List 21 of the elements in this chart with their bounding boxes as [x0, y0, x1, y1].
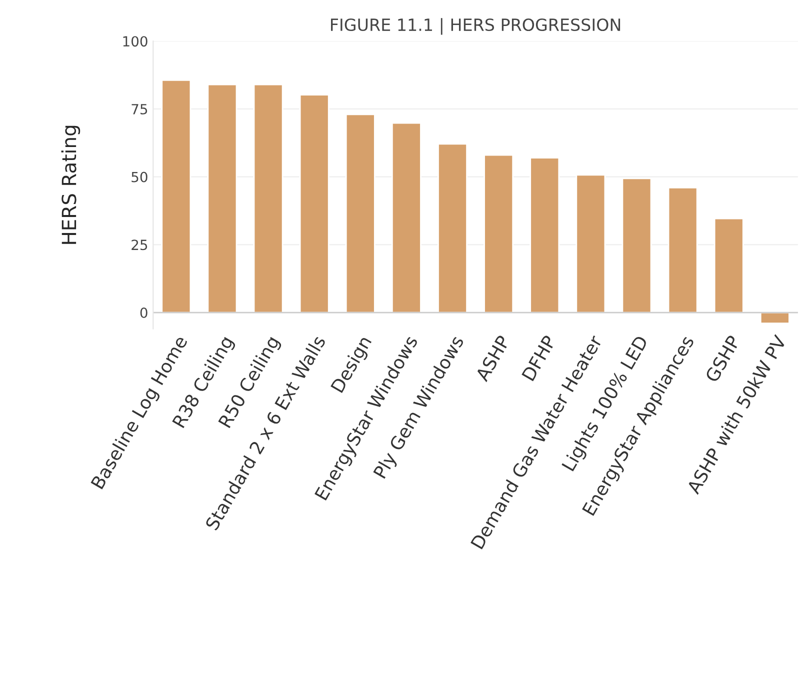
- bar: [668, 186, 698, 314]
- bar: [253, 84, 284, 314]
- y-tick-label: 100: [123, 36, 148, 47]
- y-axis-title: HERS Rating: [61, 126, 80, 244]
- bar: [161, 79, 192, 314]
- bar: [299, 94, 330, 314]
- bar: [207, 84, 238, 314]
- y-tick-label: 0: [140, 307, 148, 318]
- y-tick-label: 50: [132, 172, 148, 182]
- bar: [622, 178, 652, 314]
- y-tick-label: 75: [132, 104, 148, 114]
- bar: [391, 122, 422, 314]
- bar: [345, 114, 376, 314]
- bar: [484, 154, 514, 314]
- chart-title: FIGURE 11.1 | HERS PROGRESSION: [331, 18, 620, 35]
- bar: [530, 157, 560, 314]
- bar: [760, 312, 790, 324]
- bar: [576, 174, 606, 314]
- bar: [438, 143, 468, 314]
- bar: [714, 218, 744, 314]
- y-tick-label: 25: [132, 240, 148, 250]
